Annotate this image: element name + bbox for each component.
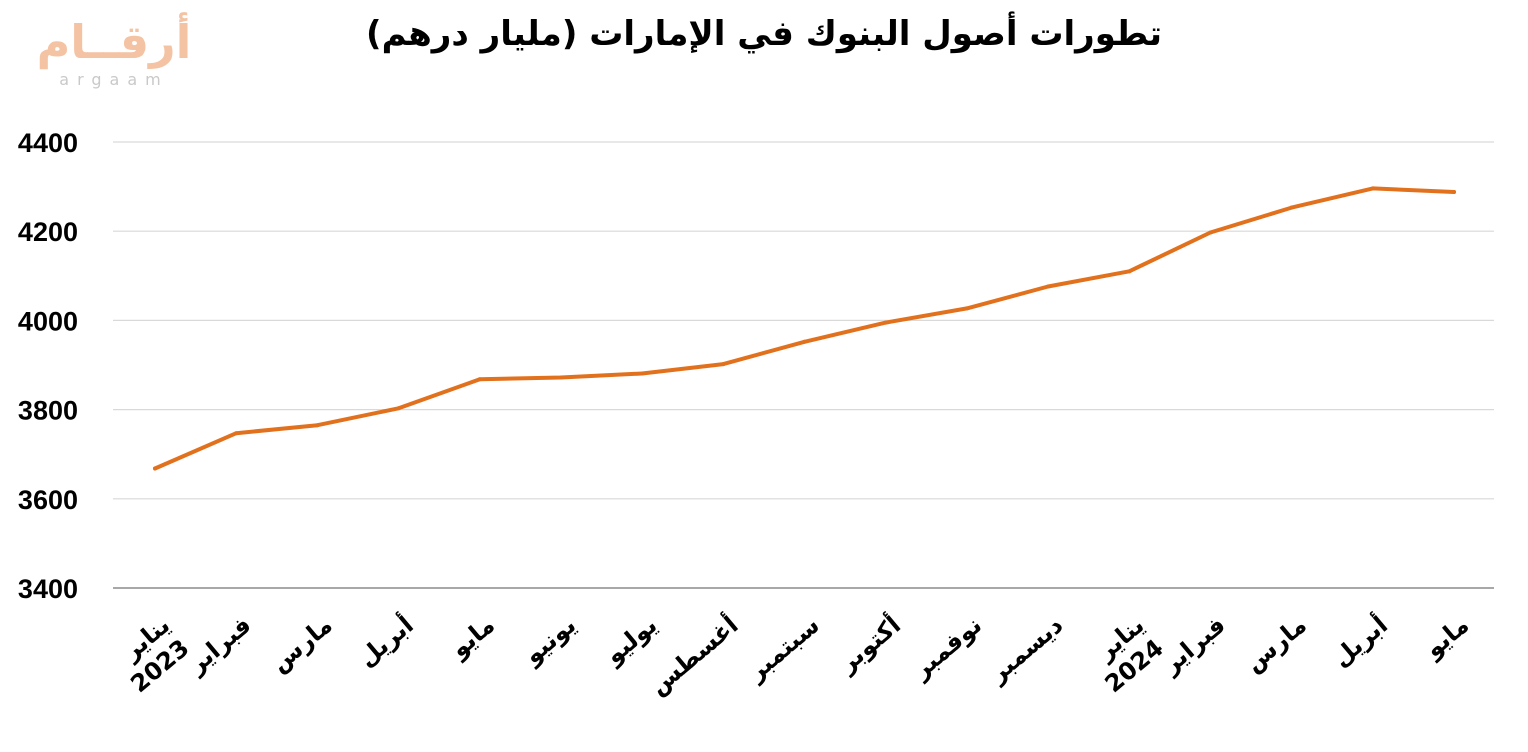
x-tick-label: أغسطس: [643, 609, 744, 700]
y-tick-label: 3400: [18, 574, 78, 604]
x-tick-label-line: يونيو: [518, 611, 581, 670]
data-point: [558, 375, 563, 380]
x-tick-label-line: فبراير: [182, 611, 256, 680]
x-tick-label-line: مارس: [265, 611, 337, 678]
x-tick-label: سبتمبر: [742, 611, 825, 687]
data-point: [1208, 230, 1213, 235]
gridlines: [113, 141, 1494, 589]
data-point: [1370, 186, 1375, 191]
y-tick-label: 4200: [18, 217, 78, 247]
x-tick-label: مارس: [1240, 611, 1312, 678]
x-tick-label: أبريل: [1326, 609, 1393, 672]
data-point: [721, 362, 726, 367]
x-tick-label-line: أبريل: [1326, 609, 1393, 672]
x-tick-label-line: نوفمبر: [907, 611, 988, 685]
data-point: [153, 466, 157, 471]
data-point: [1046, 284, 1051, 289]
data-point: [802, 339, 807, 344]
x-tick-label: يوليو: [599, 611, 662, 670]
y-axis: 4400 4200 4000 3800 3600 3400: [18, 128, 78, 604]
x-tick-label: مايو: [445, 611, 500, 664]
x-tick-label: نوفمبر: [907, 611, 988, 685]
x-tick-label: مارس: [265, 611, 337, 678]
x-tick-label-line: ديسمبر: [983, 611, 1068, 689]
x-tick-label-line: مايو: [1419, 611, 1474, 664]
y-tick-label: 3800: [18, 396, 78, 426]
x-tick-label-line: أبريل: [352, 609, 419, 672]
data-point: [883, 320, 888, 325]
data-point: [477, 377, 482, 382]
x-tick-label: فبراير: [1156, 611, 1230, 680]
data-point: [396, 406, 401, 411]
chart-title: تطورات أصول البنوك في الإمارات (مليار در…: [366, 14, 1162, 54]
y-tick-label: 3600: [18, 485, 78, 515]
x-tick-label: فبراير: [182, 611, 256, 680]
series-line: [153, 186, 1456, 471]
data-point: [234, 431, 239, 436]
data-point: [315, 423, 320, 428]
x-tick-label-line: سبتمبر: [742, 611, 825, 687]
x-tick-label-line: أكتوبر: [832, 609, 906, 678]
y-tick-label: 4000: [18, 306, 78, 336]
x-tick-label-line: مارس: [1240, 611, 1312, 678]
argaam-logo: أرقــام argaam: [14, 14, 214, 94]
x-tick-label: أكتوبر: [832, 609, 906, 678]
data-point: [1452, 189, 1456, 194]
x-tick-label-line: يوليو: [599, 611, 662, 670]
data-point: [964, 306, 969, 311]
series-layer: [153, 186, 1456, 471]
data-point: [1127, 269, 1132, 274]
x-tick-label-line: مايو: [445, 611, 500, 664]
x-tick-label: ديسمبر: [983, 611, 1068, 689]
data-point: [640, 371, 645, 376]
y-tick-label: 4400: [18, 128, 78, 158]
x-tick-label-line: أغسطس: [643, 609, 744, 700]
logo-arabic-text: أرقــام: [36, 15, 192, 69]
x-tick-label: مايو: [1419, 611, 1474, 664]
x-tick-label-line: فبراير: [1156, 611, 1230, 680]
logo-latin-text: argaam: [59, 70, 169, 89]
x-tick-label: يونيو: [518, 611, 581, 670]
x-tick-label: أبريل: [352, 609, 419, 672]
data-point: [1289, 205, 1294, 210]
